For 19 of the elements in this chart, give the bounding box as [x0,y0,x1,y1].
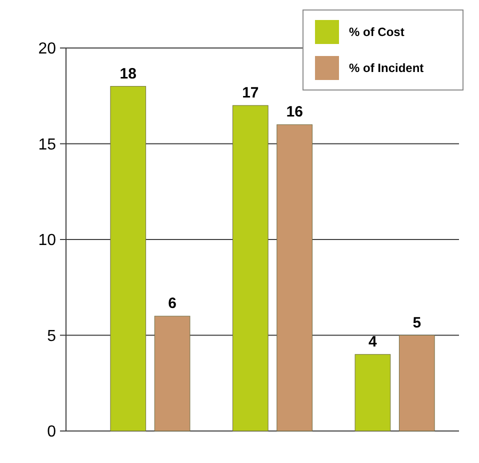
data-label: 17 [242,84,259,102]
data-label: 6 [168,295,176,312]
y-tick-label: 5 [47,328,56,345]
data-label: 4 [368,333,378,350]
bar [398,335,435,432]
legend-label: % of Incident [349,61,424,76]
bar [110,86,146,432]
data-label: 5 [412,314,422,332]
y-tick-label: 0 [47,424,56,441]
y-tick-label: 20 [38,40,56,58]
data-label: 18 [120,65,136,82]
y-tick-label: 10 [38,232,56,250]
bar [276,124,312,432]
data-label: 16 [286,104,303,121]
bar [354,354,391,432]
bar [154,316,190,432]
legend-label: % of Cost [349,25,404,40]
y-tick-label: 15 [38,136,56,154]
bar [232,105,268,432]
